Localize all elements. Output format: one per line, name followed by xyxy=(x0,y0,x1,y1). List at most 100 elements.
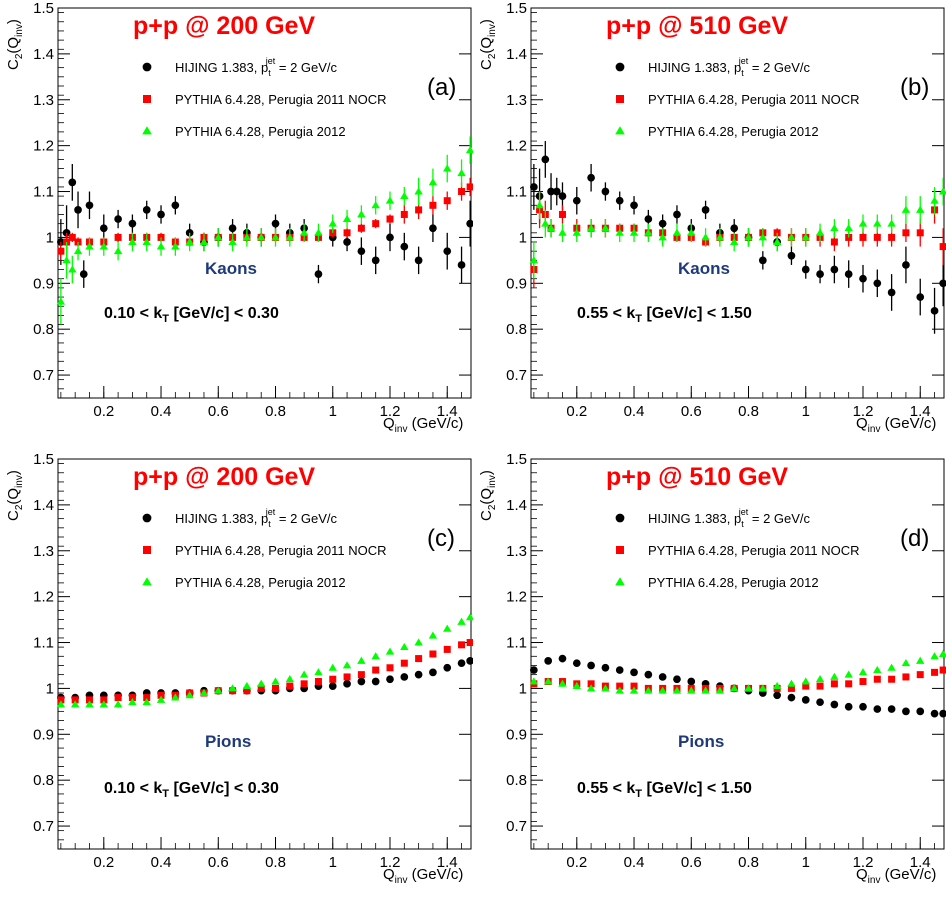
data-point xyxy=(687,228,696,236)
data-point xyxy=(128,697,137,706)
data-point xyxy=(314,668,323,676)
x-tick-label: 0.6 xyxy=(208,403,229,420)
data-point xyxy=(830,265,839,274)
x-axis-title: Qinv (GeV/c) xyxy=(383,866,463,886)
particle-label: Pions xyxy=(205,732,251,751)
data-point xyxy=(314,270,323,278)
data-point xyxy=(901,658,911,667)
data-point xyxy=(85,242,94,250)
chart-b: 0.7 0.8 0.9 1 1.1 1.2 1.3 1.4 1.5 0.2 0.4 0.6 0.8 1 1.… xyxy=(478,0,946,435)
data-point xyxy=(558,210,566,218)
y-tick-label: 1.2 xyxy=(506,589,527,606)
y-tick-label: 1.3 xyxy=(33,543,54,560)
data-point xyxy=(79,270,88,278)
data-point xyxy=(658,233,667,241)
y-tick-label: 0.8 xyxy=(33,772,54,789)
data-point xyxy=(372,666,380,674)
data-point xyxy=(300,680,308,688)
data-point xyxy=(156,242,166,250)
data-point xyxy=(228,237,237,245)
data-point xyxy=(930,709,939,718)
data-point xyxy=(171,693,180,701)
y-tick-label: 0.7 xyxy=(33,367,54,384)
data-point xyxy=(329,675,337,683)
data-point xyxy=(572,659,581,668)
y-tick-label: 1.5 xyxy=(33,0,54,17)
data-point xyxy=(457,617,466,625)
legend-marker xyxy=(615,126,625,135)
data-point xyxy=(801,233,810,241)
data-point xyxy=(938,649,946,657)
data-point xyxy=(99,700,108,708)
data-point xyxy=(859,233,867,241)
data-point xyxy=(443,164,452,172)
data-point xyxy=(465,613,475,621)
data-point xyxy=(443,247,452,256)
data-point xyxy=(772,681,782,690)
data-point xyxy=(285,675,295,683)
data-point xyxy=(343,238,351,246)
data-point xyxy=(830,672,839,680)
x-tick-label: 0.2 xyxy=(93,854,114,871)
data-point xyxy=(400,642,409,651)
legend-marker xyxy=(143,95,151,103)
data-point xyxy=(114,233,122,241)
data-point xyxy=(74,206,82,214)
y-tick-label: 1.2 xyxy=(33,138,54,155)
data-point xyxy=(529,677,539,685)
data-point xyxy=(400,210,408,218)
data-point xyxy=(816,682,824,690)
x-tick-label: 0.2 xyxy=(93,403,114,420)
x-tick-label: 0.2 xyxy=(566,854,587,871)
legend-marker xyxy=(142,62,152,72)
x-tick-label: 0.8 xyxy=(265,403,286,420)
data-point xyxy=(214,686,223,694)
data-point xyxy=(56,700,66,708)
x-tick-label: 0.8 xyxy=(738,403,759,420)
panel-a: 0.7 0.8 0.9 1 1.1 1.2 1.3 1.4 1.5 0.2 0.4 0.6 0.8 1 1.… xyxy=(0,0,475,456)
data-point xyxy=(62,228,71,237)
data-point xyxy=(428,178,438,186)
y-tick-label: 1.3 xyxy=(33,92,54,109)
data-point xyxy=(458,188,466,196)
data-point xyxy=(99,242,108,250)
data-point xyxy=(601,663,610,672)
y-tick-label: 1 xyxy=(519,229,527,246)
data-point xyxy=(541,219,550,227)
legend-label: PYTHIA 6.4.28, Perugia 2011 NOCR xyxy=(175,543,386,558)
legend-label: PYTHIA 6.4.28, Perugia 2011 NOCR xyxy=(175,92,386,107)
data-point xyxy=(57,247,65,255)
data-point xyxy=(629,686,639,694)
legend-marker xyxy=(615,62,625,72)
data-point xyxy=(558,679,567,687)
data-point xyxy=(386,675,394,684)
data-point xyxy=(873,233,881,241)
data-point xyxy=(644,228,653,236)
data-point xyxy=(902,673,910,681)
data-point xyxy=(466,657,474,665)
x-axis-title: Qinv (GeV/c) xyxy=(856,866,936,886)
data-point xyxy=(371,677,380,686)
data-point xyxy=(773,691,781,700)
data-point xyxy=(801,696,810,704)
data-point xyxy=(400,673,409,681)
data-point xyxy=(457,168,466,177)
data-point xyxy=(286,682,294,690)
data-point xyxy=(916,205,925,213)
data-point xyxy=(586,224,596,232)
x-tick-label: 1.2 xyxy=(853,854,874,871)
data-point xyxy=(644,670,653,679)
data-point xyxy=(415,206,423,214)
data-point xyxy=(801,265,810,274)
data-point xyxy=(271,219,280,228)
data-point xyxy=(535,201,544,209)
panel-d: 0.7 0.8 0.9 1 1.1 1.2 1.3 1.4 1.5 0.2 0.4 0.6 0.8 1 1.… xyxy=(473,451,946,907)
data-point xyxy=(888,675,896,683)
data-point xyxy=(787,233,796,241)
data-point xyxy=(601,224,610,232)
data-point xyxy=(185,228,194,237)
data-point xyxy=(544,657,553,665)
data-point xyxy=(629,228,639,236)
x-tick-label: 1 xyxy=(802,854,810,871)
data-point xyxy=(530,183,538,191)
